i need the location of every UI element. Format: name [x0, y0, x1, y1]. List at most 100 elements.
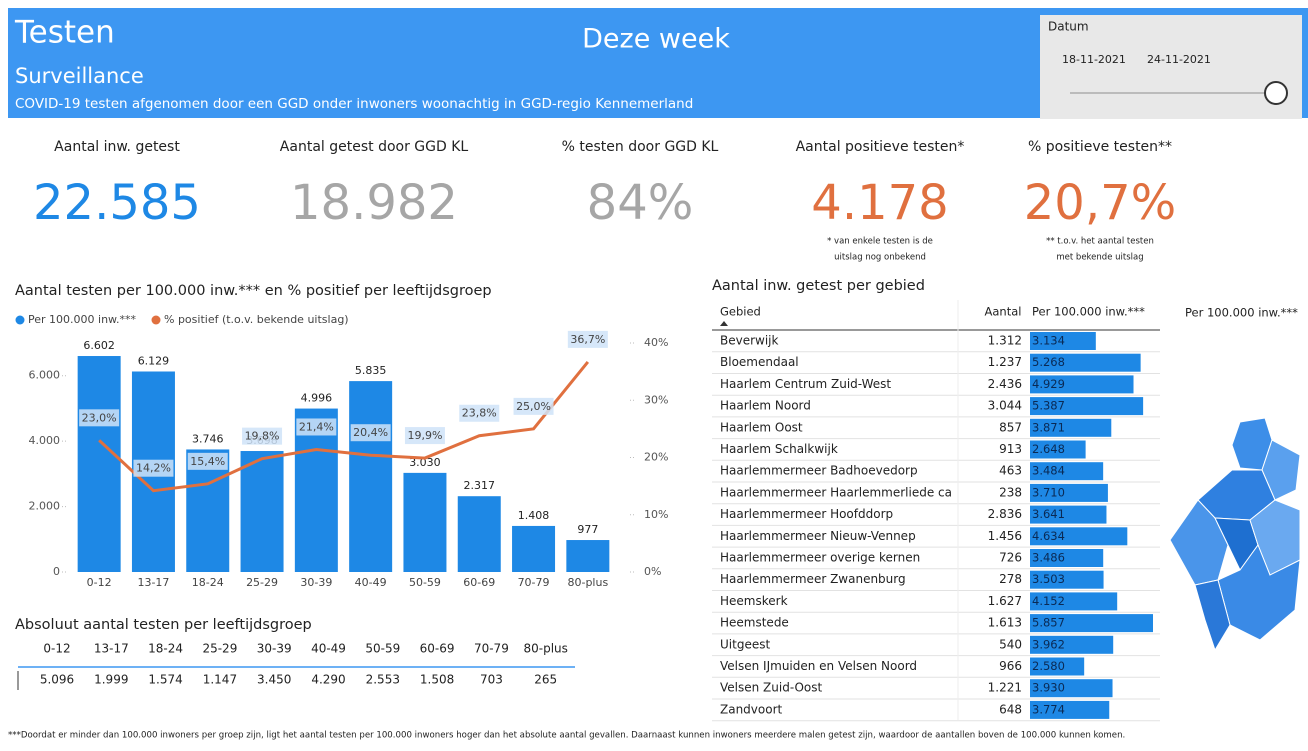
- area-per100k: 3.930: [1032, 681, 1065, 695]
- abs-value: 703: [480, 673, 503, 687]
- line-label: 14,2%: [136, 462, 171, 475]
- slicer-start: 18-11-2021: [1062, 53, 1126, 66]
- area-count: 3.044: [988, 399, 1022, 413]
- area-name: Haarlemmermeer overige kernen: [720, 551, 920, 565]
- abs-value: 5.096: [40, 673, 74, 687]
- data-label-bg: [133, 459, 174, 477]
- x-tick-label: 80-plus: [567, 576, 608, 589]
- table-bar: [1030, 462, 1104, 481]
- header-subtitle: Surveillance: [15, 64, 144, 88]
- area-name: Velsen IJmuiden en Velsen Noord: [720, 659, 917, 673]
- area-per100k: 3.134: [1032, 334, 1065, 348]
- bar-label: 5.835: [355, 364, 387, 377]
- abs-col-header: 25-29: [202, 642, 237, 656]
- area-name: Haarlemmermeer Badhoevedorp: [720, 464, 918, 478]
- abs-value: 1.147: [203, 673, 237, 687]
- legend-label: % positief (t.o.v. bekende uitslag): [164, 313, 349, 326]
- line: [98, 360, 590, 493]
- area-count: 1.237: [988, 355, 1022, 369]
- abs-col-header: 30-39: [257, 642, 292, 656]
- bar: [240, 451, 284, 572]
- y2-tick-label: 10%: [644, 508, 668, 521]
- area-name: Haarlemmermeer Hoofddorp: [720, 507, 893, 521]
- col-header: Per 100.000 inw.***: [1032, 305, 1145, 319]
- data-label-bg: [513, 397, 554, 415]
- area-per100k: 3.774: [1032, 702, 1065, 716]
- table-bar: [1030, 397, 1144, 416]
- area-count: 2.836: [988, 507, 1022, 521]
- line-label: 23,0%: [82, 411, 117, 424]
- area-count: 540: [999, 637, 1022, 651]
- area-name: Haarlemmermeer Zwanenburg: [720, 572, 906, 586]
- area-per100k: 3.710: [1032, 485, 1065, 499]
- bar: [186, 449, 230, 572]
- bar-label: 4.996: [301, 392, 333, 405]
- line-label: 19,8%: [245, 430, 280, 443]
- line-label: 15,4%: [190, 455, 225, 468]
- kpi-note: uitslag nog onbekend: [834, 253, 926, 263]
- area-per100k: 3.962: [1032, 637, 1065, 651]
- date-slicer[interactable]: [1040, 15, 1302, 119]
- area-count: 463: [999, 464, 1022, 478]
- map-region: [1194, 579, 1231, 652]
- line-label: 23,8%: [462, 407, 497, 420]
- y2-tick-label: 0%: [644, 565, 661, 578]
- abs-value: 1.574: [148, 673, 182, 687]
- data-label-bg: [404, 427, 445, 445]
- y-tick-label: 4.000: [29, 434, 61, 447]
- kpi-label: Aantal inw. getest: [54, 139, 180, 155]
- area-count: 238: [999, 485, 1022, 499]
- table-bar: [1030, 657, 1085, 676]
- chart-title: Aantal testen per 100.000 inw.*** en % p…: [15, 283, 492, 299]
- kpi-note: met bekende uitslag: [1056, 253, 1143, 263]
- kpi-value: 4.178: [811, 175, 948, 231]
- y-tick-label: 2.000: [29, 500, 61, 513]
- area-name: Haarlemmermeer Haarlemmerliede ca: [720, 485, 952, 499]
- abs-value: 265: [534, 673, 557, 687]
- abs-col-header: 50-59: [365, 642, 400, 656]
- table-bar: [1030, 592, 1118, 611]
- area-per100k: 3.641: [1032, 507, 1065, 521]
- line-label: 19,9%: [407, 429, 442, 442]
- area-name: Beverwijk: [720, 334, 779, 348]
- slider-handle[interactable]: [1264, 81, 1288, 105]
- y2-tick-label: 20%: [644, 451, 668, 464]
- area-per100k: 2.648: [1032, 442, 1065, 456]
- x-tick-label: 18-24: [192, 576, 224, 589]
- area-name: Haarlem Schalkwijk: [720, 442, 838, 456]
- data-label-bg: [567, 330, 608, 348]
- area-name: Heemstede: [720, 616, 789, 630]
- bar-label: 977: [577, 523, 598, 536]
- area-name: Velsen Zuid-Oost: [720, 681, 823, 695]
- bar: [349, 381, 393, 572]
- table-bar: [1030, 505, 1107, 524]
- y2-tick-label: 40%: [644, 336, 668, 349]
- table-bar: [1030, 679, 1113, 698]
- abs-col-header: 40-49: [311, 642, 346, 656]
- map-region: [1217, 543, 1301, 641]
- table-bar: [1030, 570, 1104, 589]
- data-label-bg: [459, 404, 500, 422]
- table-bar: [1030, 527, 1128, 546]
- area-name: Bloemendaal: [720, 355, 799, 369]
- table-bar: [1030, 375, 1134, 394]
- area-name: Haarlem Oost: [720, 420, 803, 434]
- abs-value: 1.999: [94, 673, 128, 687]
- abs-value: 3.450: [257, 673, 291, 687]
- abs-value: 1.508: [420, 673, 454, 687]
- abs-table-title: Absoluut aantal testen per leeftijdsgroe…: [15, 617, 312, 633]
- kpi-label: Aantal positieve testen*: [796, 139, 965, 155]
- table-bar: [1030, 635, 1114, 654]
- bar-label: 6.129: [138, 354, 170, 367]
- area-count: 857: [999, 420, 1022, 434]
- area-per100k: 3.503: [1032, 572, 1065, 586]
- kpi-label: % testen door GGD KL: [562, 139, 719, 155]
- x-tick-label: 50-59: [409, 576, 441, 589]
- kpi-value: 84%: [587, 175, 694, 231]
- bar: [566, 540, 610, 572]
- area-per100k: 3.486: [1032, 551, 1065, 565]
- y-tick-label: 6.000: [29, 369, 61, 382]
- header-description: COVID-19 testen afgenomen door een GGD o…: [15, 96, 693, 112]
- legend-marker: [15, 315, 25, 325]
